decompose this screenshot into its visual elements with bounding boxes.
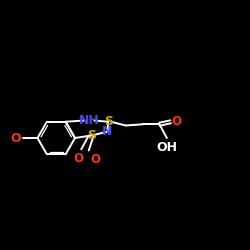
Text: O: O bbox=[11, 132, 21, 144]
Text: OH: OH bbox=[156, 140, 178, 153]
Text: O: O bbox=[172, 115, 182, 128]
Text: S: S bbox=[87, 129, 96, 142]
Text: O: O bbox=[74, 152, 84, 165]
Text: NH: NH bbox=[79, 114, 100, 127]
Text: O: O bbox=[90, 153, 100, 166]
Text: N: N bbox=[102, 125, 113, 138]
Text: S: S bbox=[104, 115, 113, 128]
